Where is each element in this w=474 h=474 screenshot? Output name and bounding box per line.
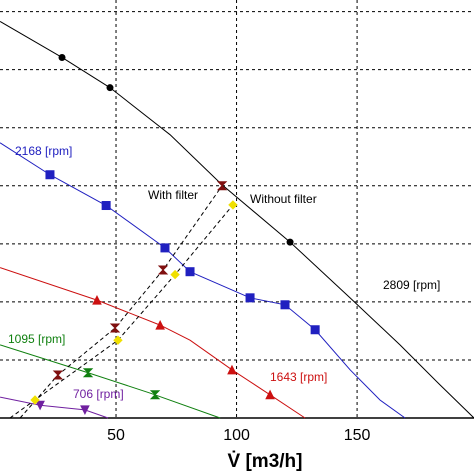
marker — [149, 390, 161, 400]
x-tick-label: 150 — [344, 427, 371, 444]
x-tick-label: 50 — [107, 427, 125, 444]
series-line — [0, 142, 406, 419]
marker — [227, 364, 237, 375]
series-line — [0, 396, 109, 419]
marker — [80, 405, 90, 415]
series-line — [19, 185, 223, 419]
marker — [82, 368, 94, 378]
series-label: With filter — [148, 188, 198, 202]
marker — [157, 265, 169, 275]
series-label: 706 [rpm] — [73, 387, 124, 401]
x-tick-label: 100 — [223, 427, 250, 444]
marker — [101, 201, 111, 211]
series-label: 2168 [rpm] — [15, 144, 72, 158]
marker — [113, 335, 123, 345]
marker — [310, 325, 320, 335]
series-line — [0, 344, 221, 419]
marker — [58, 53, 66, 61]
series-label: 1643 [rpm] — [270, 370, 327, 384]
series-label: 2809 [rpm] — [383, 278, 440, 292]
marker — [30, 395, 40, 405]
series-label: 1095 [rpm] — [8, 332, 65, 346]
marker — [160, 243, 170, 253]
marker — [45, 170, 55, 180]
marker — [170, 269, 180, 280]
marker — [280, 300, 290, 310]
x-axis-label: V̇ [m3/h] — [228, 450, 303, 472]
marker — [52, 370, 64, 380]
marker — [155, 319, 165, 330]
marker — [35, 400, 45, 411]
marker — [92, 295, 102, 305]
marker — [265, 389, 275, 400]
series-line — [9, 204, 234, 419]
series-line — [0, 21, 474, 419]
marker — [106, 84, 114, 92]
marker — [286, 238, 294, 246]
marker — [228, 200, 238, 210]
series-label: Without filter — [250, 192, 317, 206]
marker — [109, 323, 121, 333]
marker — [185, 267, 195, 277]
marker — [216, 181, 228, 191]
marker — [245, 293, 255, 303]
